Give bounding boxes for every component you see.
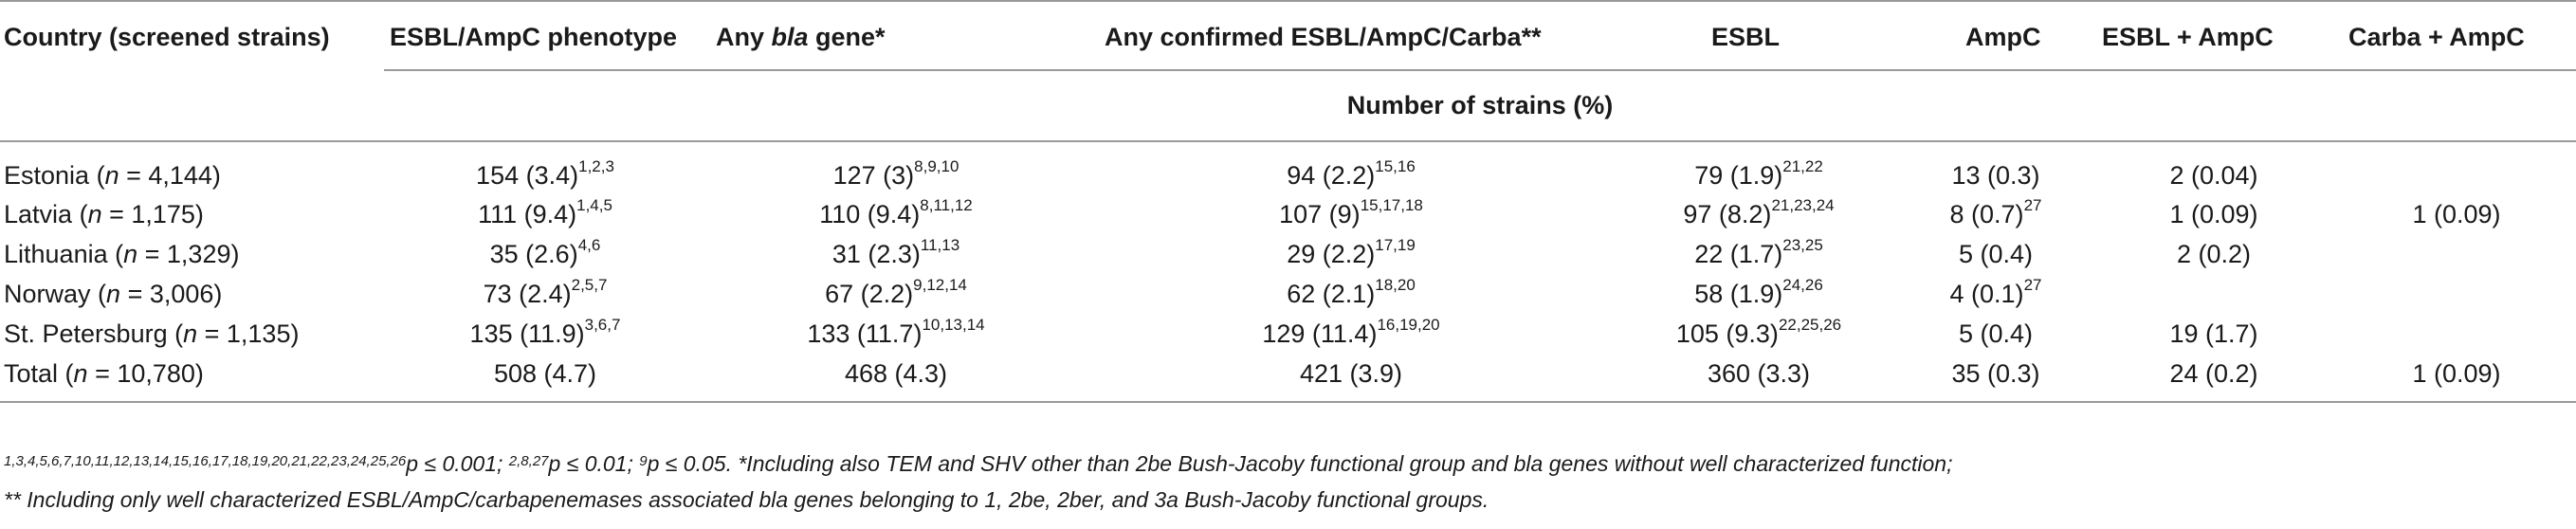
header-esbl-ampc: ESBL + AmpC — [2102, 23, 2274, 51]
cell-confirmed: 94 (2.2)15,16 — [1086, 140, 1617, 194]
header-confirmed: Any confirmed ESBL/AmpC/Carba** — [1105, 23, 1542, 51]
cell-esbl: 79 (1.9)21,22 — [1617, 140, 1901, 194]
table-row: Estonia (n = 4,144) 154 (3.4)1,2,3 127 (3)… — [0, 140, 2576, 194]
cell-esbl: 22 (1.7)23,25 — [1694, 235, 1823, 268]
cell-carba-ampc: 1 (0.09) — [2337, 354, 2576, 403]
cell-bla: 127 (3)8,9,10 — [706, 140, 1086, 194]
cell-country: Lithuania (n = 1,329) — [4, 239, 240, 268]
cell-carba-ampc — [2337, 234, 2576, 274]
cell-phenotype: 508 (4.7) — [384, 354, 706, 403]
table-row: St. Petersburg (n = 1,135) 135 (11.9)3,6,… — [0, 314, 2576, 354]
subheader-row: Number of strains (%) — [0, 69, 2576, 141]
cell-esbl-ampc — [2091, 274, 2337, 314]
table-row: Total (n = 10,780) 508 (4.7) 468 (4.3) 421 … — [0, 354, 2576, 403]
cell-esbl: 105 (9.3)22,25,26 — [1675, 315, 1842, 348]
cell-bla: 133 (11.7)10,13,14 — [807, 315, 985, 348]
table-body: Estonia (n = 4,144) 154 (3.4)1,2,3 127 (3)… — [0, 140, 2576, 403]
header-esbl: ESBL — [1711, 23, 1781, 51]
cell-carba-ampc — [2337, 274, 2576, 314]
cell-esbl: 360 (3.3) — [1617, 354, 1901, 403]
cell-esbl: 97 (8.2)21,23,24 — [1683, 195, 1835, 228]
cell-confirmed: 107 (9)15,17,18 — [1279, 195, 1423, 228]
subheader-number-of-strains: Number of strains (%) — [384, 69, 2576, 141]
cell-bla: 468 (4.3) — [706, 354, 1086, 403]
cell-country: Norway (n = 3,006) — [4, 279, 223, 308]
cell-esbl-ampc: 2 (0.2) — [2176, 239, 2252, 268]
cell-carba-ampc — [2337, 314, 2576, 354]
cell-confirmed: 62 (2.1)18,20 — [1287, 275, 1416, 308]
header-ampc: AmpC — [1965, 23, 2041, 51]
cell-carba-ampc — [2337, 140, 2576, 194]
cell-country: St. Petersburg (n = 1,135) — [4, 319, 300, 348]
cell-phenotype: 73 (2.4)2,5,7 — [483, 275, 608, 308]
cell-phenotype: 135 (11.9)3,6,7 — [469, 315, 621, 348]
cell-ampc: 5 (0.4) — [1958, 239, 2034, 268]
cell-bla: 31 (2.3)11,13 — [831, 235, 960, 268]
cell-ampc: 35 (0.3) — [1901, 354, 2091, 403]
cell-esbl-ampc: 19 (1.7) — [2169, 319, 2258, 348]
cell-ampc: 13 (0.3) — [1901, 140, 2091, 194]
header-row: Country (screened strains) ESBL/AmpC phe… — [0, 1, 2576, 70]
cell-esbl-ampc: 24 (0.2) — [2091, 354, 2337, 403]
cell-bla: 67 (2.2)9,12,14 — [825, 275, 967, 308]
cell-bla: 110 (9.4)8,11,12 — [819, 195, 973, 228]
cell-phenotype: 154 (3.4)1,2,3 — [384, 140, 706, 194]
cell-confirmed: 421 (3.9) — [1086, 354, 1617, 403]
cell-confirmed: 129 (11.4)16,19,20 — [1262, 315, 1440, 348]
cell-country: Estonia (n = 4,144) — [0, 140, 384, 194]
cell-esbl-ampc: 1 (0.09) — [2169, 199, 2258, 228]
cell-confirmed: 29 (2.2)17,19 — [1287, 235, 1416, 268]
results-table: Country (screened strains) ESBL/AmpC phe… — [0, 1, 2576, 403]
header-any-bla: Any bla gene* — [716, 23, 886, 51]
cell-esbl-ampc: 2 (0.04) — [2091, 140, 2337, 194]
cell-country: Total (n = 10,780) — [0, 354, 384, 403]
table-row: Latvia (n = 1,175) 111 (9.4)1,4,5 110 (9.4… — [0, 194, 2576, 234]
cell-country: Latvia (n = 1,175) — [4, 199, 204, 228]
cell-ampc: 8 (0.7)27 — [1949, 195, 2042, 228]
table-footnote: 1,3,4,5,6,7,10,11,12,13,14,15,16,17,18,1… — [4, 446, 2573, 518]
header-country: Country (screened strains) — [4, 23, 330, 51]
cell-phenotype: 35 (2.6)4,6 — [489, 235, 601, 268]
cell-phenotype: 111 (9.4)1,4,5 — [478, 195, 612, 228]
cell-carba-ampc: 1 (0.09) — [2412, 199, 2501, 228]
footnote-line-1: 1,3,4,5,6,7,10,11,12,13,14,15,16,17,18,1… — [4, 451, 1953, 476]
header-carba-ampc: Carba + AmpC — [2348, 23, 2525, 51]
cell-ampc: 5 (0.4) — [1958, 319, 2034, 348]
header-phenotype: ESBL/AmpC phenotype — [390, 23, 678, 51]
cell-ampc: 4 (0.1)27 — [1949, 275, 2042, 308]
cell-esbl: 58 (1.9)24,26 — [1694, 275, 1823, 308]
table-row: Lithuania (n = 1,329) 35 (2.6)4,6 31 (2.3)… — [0, 234, 2576, 274]
footnote-line-2: ** Including only well characterized ESB… — [4, 487, 1489, 512]
table-row: Norway (n = 3,006) 73 (2.4)2,5,7 67 (2.2)9… — [0, 274, 2576, 314]
